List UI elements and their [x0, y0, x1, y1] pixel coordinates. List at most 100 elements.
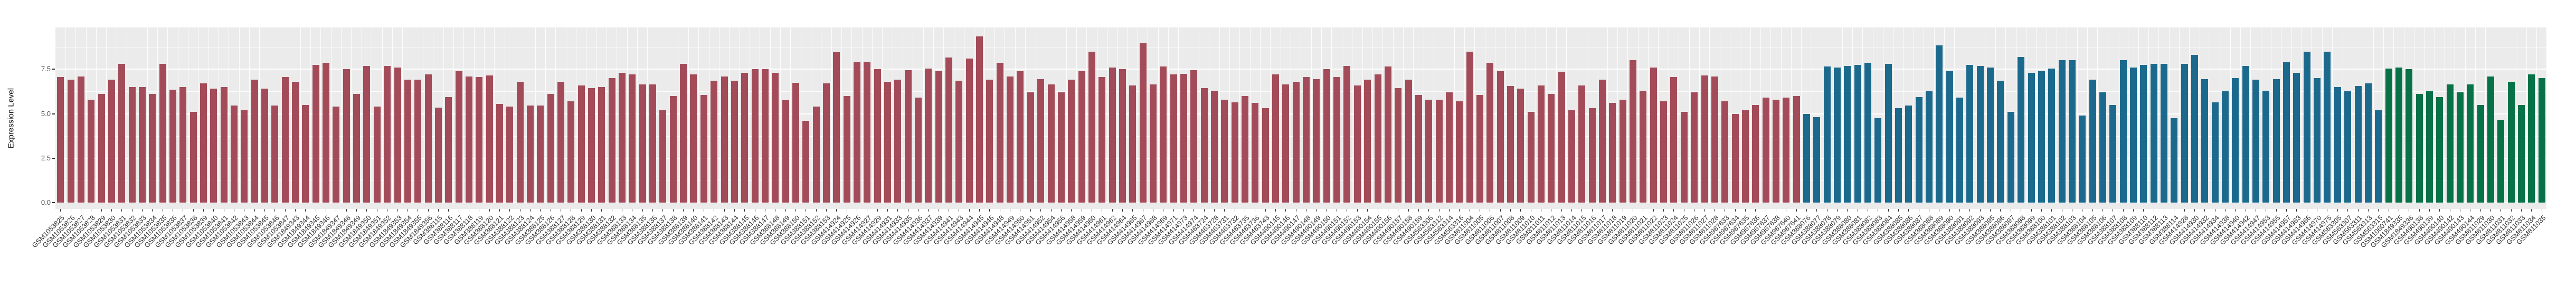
x-tick: GSM414950: [993, 209, 1026, 306]
bar: [659, 110, 667, 203]
x-tick: GSM388126: [524, 209, 556, 306]
bar: [1119, 69, 1126, 203]
bar: [1752, 104, 1759, 203]
bar: [1384, 66, 1391, 203]
x-tick: GSM811024: [1647, 209, 1680, 306]
bar: [904, 70, 912, 203]
bar-slot: [1087, 27, 1097, 203]
bar-slot: [464, 27, 475, 203]
bar-slot: [2312, 27, 2323, 203]
bar-slot: [474, 27, 485, 203]
bar: [2487, 76, 2494, 203]
bar: [1343, 65, 1351, 203]
x-tick: GSM414946: [962, 209, 996, 306]
bar: [2028, 73, 2035, 203]
bar-slot: [1649, 27, 1659, 203]
bar: [200, 83, 207, 203]
bar-slot: [1750, 27, 1761, 203]
bar-slot: [2220, 27, 2231, 203]
x-tick: GSM414961: [1075, 209, 1107, 306]
bar: [496, 103, 503, 203]
bar: [210, 89, 217, 203]
x-tick: GSM414929: [850, 209, 883, 306]
bar-slot: [250, 27, 260, 203]
x-tick: GSM1053828: [61, 209, 97, 306]
bar: [955, 81, 963, 203]
x-tick: GSM811020: [1606, 209, 1639, 306]
bar-slot: [2210, 27, 2221, 203]
bar-slot: [300, 27, 311, 203]
bar-slot: [1189, 27, 1200, 203]
x-tick: GSM1053847: [255, 209, 291, 306]
bar-slot: [1873, 27, 1884, 203]
bar: [1568, 110, 1576, 203]
bar: [1333, 77, 1341, 203]
bar-slot: [1403, 27, 1414, 203]
x-tick: GSM1053829: [71, 209, 107, 306]
x-tick: GSM1053846: [245, 209, 280, 306]
bar: [2129, 67, 2137, 203]
bar: [2089, 80, 2096, 203]
x-tick: GSM414933: [870, 209, 903, 306]
bar: [1466, 51, 1473, 203]
bar-slot: [239, 27, 250, 203]
x-tick: GSM414973: [1157, 209, 1189, 306]
bar-slot: [1771, 27, 1782, 203]
bar-slot: [1526, 27, 1537, 203]
x-tick: GSM463736: [1228, 209, 1261, 306]
x-tick: GSM388077: [1789, 209, 1822, 306]
bar-slot: [638, 27, 648, 203]
bar-slot: [484, 27, 495, 203]
x-tick: GSM811007: [1473, 209, 1506, 306]
x-tick: GSM811010: [1504, 209, 1537, 306]
x-tick: GSM1053843: [214, 209, 250, 306]
x-tick: GSM388121: [472, 209, 505, 306]
bar: [1047, 84, 1055, 203]
bar: [2242, 65, 2249, 203]
x-tick: GSM967634: [1708, 209, 1741, 306]
bar-slot: [596, 27, 608, 203]
bar: [2211, 102, 2219, 203]
bar: [1425, 99, 1433, 203]
bar: [424, 74, 432, 203]
bar-slot: [2230, 27, 2241, 203]
bar-slot: [648, 27, 659, 203]
bar-slot: [801, 27, 812, 203]
bar: [1895, 108, 1902, 203]
bar: [2334, 87, 2341, 203]
x-tick: GSM811017: [1576, 209, 1608, 306]
x-tick: GSM388151: [779, 209, 811, 306]
bar: [323, 63, 330, 203]
bar-slot: [2373, 27, 2384, 203]
bar-slot: [392, 27, 403, 203]
bar-slot: [290, 27, 301, 203]
bar: [833, 52, 840, 203]
bar-slot: [137, 27, 148, 203]
x-tick: GSM414966: [2280, 209, 2313, 306]
bar: [2467, 84, 2474, 203]
bar-slot: [1567, 27, 1578, 203]
bar-slot: [2425, 27, 2435, 203]
x-tick: GSM414931: [860, 209, 893, 306]
bar: [1486, 63, 1494, 203]
bar: [445, 97, 452, 203]
bar-slot: [2016, 27, 2027, 203]
x-tick: GSM563312: [1412, 209, 1445, 306]
x-tick: GSM1053831: [92, 209, 127, 306]
bar-slot: [1505, 27, 1517, 203]
bar: [2283, 62, 2290, 203]
bar: [1711, 76, 1718, 203]
bar: [1007, 76, 1014, 203]
bar-slot: [2087, 27, 2098, 203]
bar: [1323, 69, 1330, 203]
bar-slot: [1362, 27, 1374, 203]
bar: [343, 69, 350, 203]
gridline-minor: [55, 136, 2546, 137]
bar-slot: [944, 27, 955, 203]
bar: [2038, 71, 2045, 203]
x-tick: GSM414928: [2157, 209, 2190, 306]
bar: [1303, 77, 1310, 203]
bar-slot: [1587, 27, 1598, 203]
x-tick: GSM811005: [1453, 209, 1485, 306]
bar-slot: [107, 27, 117, 203]
